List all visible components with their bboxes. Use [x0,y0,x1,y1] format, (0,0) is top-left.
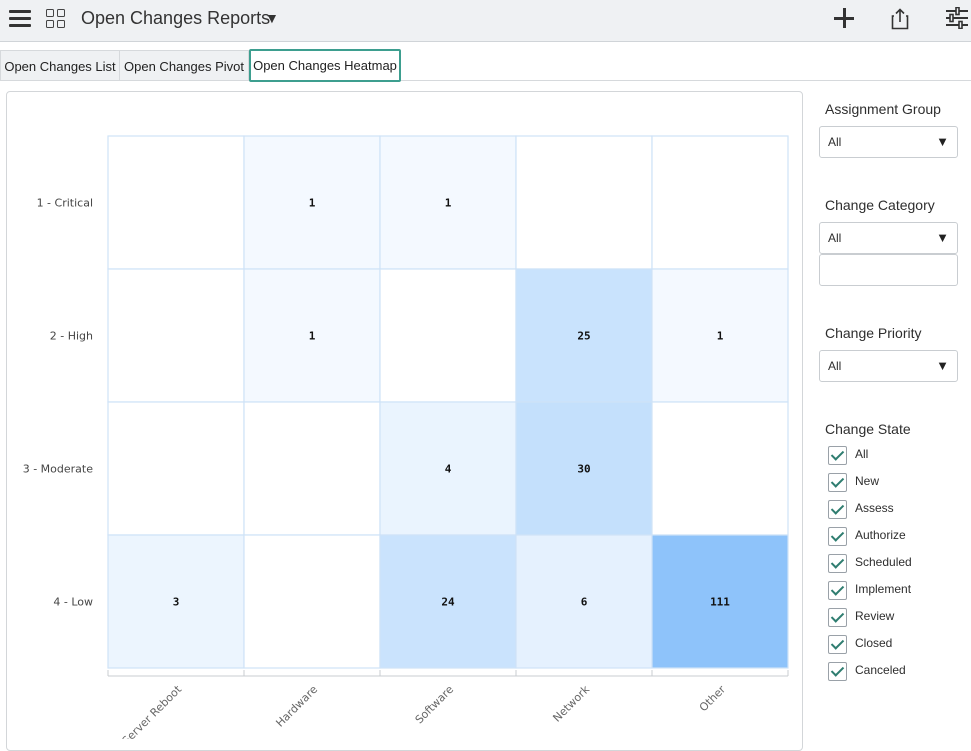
heatmap-cell [651,401,789,536]
checkbox[interactable] [828,446,847,465]
checkbox[interactable] [828,554,847,573]
change-state-option-label: Canceled [855,663,906,677]
heatmap-cell [651,135,789,270]
assignment-group-select[interactable]: All ▼ [819,126,958,158]
change-priority-value: All [828,359,842,373]
change-category-value: All [828,231,842,245]
change-category-select[interactable]: All ▼ [819,222,958,254]
heatmap-cell [243,135,381,270]
heatmap-cell [107,534,245,669]
chevron-down-icon: ▼ [936,230,949,245]
x-axis-tick-label: Hardware [273,683,320,730]
x-axis-tick-label: Software [413,683,457,727]
checkbox[interactable] [828,635,847,654]
heatmap-cell [651,534,789,669]
heatmap-cell [243,401,381,536]
heatmap-cell-label: 4 [445,463,452,476]
checkbox[interactable] [828,662,847,681]
heatmap-cell-label: 25 [577,330,590,343]
x-axis-tick-label: Network [550,682,592,724]
plus-icon[interactable] [834,8,854,28]
page-title: Open Changes Reports [81,8,271,28]
checkbox[interactable] [828,608,847,627]
change-category-label: Change Category [825,197,935,213]
hamburger-menu-icon[interactable] [9,10,31,28]
heatmap-cell [107,268,245,403]
change-state-option-label: All [855,447,869,461]
change-priority-select[interactable]: All ▼ [819,350,958,382]
checkbox[interactable] [828,581,847,600]
change-state-option-label: Review [855,609,895,623]
grid-icon[interactable] [46,9,66,29]
tab-open-changes-heatmap[interactable]: Open Changes Heatmap [249,49,401,82]
change-state-option-label: Authorize [855,528,906,542]
heatmap-cell-label: 6 [581,596,588,609]
heatmap-cell-label: 1 [309,330,316,343]
x-axis-tick-label: Other [697,683,729,715]
y-axis-tick-label: 4 - Low [53,596,93,609]
y-axis-tick-label: 2 - High [50,330,93,343]
heatmap-panel: 1 1 1 25 1 4 30 3 24 6 111 1 - Critical 2 - High 3 - … [6,91,803,751]
heatmap-cell [379,268,517,403]
change-state-option-label: Closed [855,636,893,650]
tab-open-changes-pivot[interactable]: Open Changes Pivot [119,50,249,81]
tab-open-changes-list[interactable]: Open Changes List [0,50,120,81]
heatmap-cell-label: 1 [717,330,724,343]
checkbox[interactable] [828,473,847,492]
heatmap-cell [515,135,653,270]
assignment-group-value: All [828,135,842,149]
top-toolbar: Open Changes Reports ▼ [0,0,971,42]
y-axis-tick-label: 1 - Critical [37,197,93,210]
report-tabs: Open Changes List Open Changes Pivot Ope… [0,49,971,82]
change-state-option-label: Scheduled [855,555,912,569]
share-icon[interactable] [890,8,910,30]
heatmap-cell [107,401,245,536]
sliders-icon[interactable] [946,6,968,30]
checkbox[interactable] [828,500,847,519]
checkbox[interactable] [828,527,847,546]
heatmap-cell [243,534,381,669]
heatmap-cell [515,268,653,403]
heatmap-cell-label: 1 [309,197,316,210]
heatmap-cell [379,534,517,669]
heatmap-cell-label: 24 [441,596,455,609]
heatmap-cell-label: 30 [577,463,590,476]
change-state-label: Change State [825,421,911,437]
chevron-down-icon[interactable]: ▼ [265,10,279,26]
change-state-option-label: Implement [855,582,912,596]
heatmap-cell-label: 111 [710,596,730,609]
assignment-group-label: Assignment Group [825,101,941,117]
heatmap-cell [515,401,653,536]
heatmap-cell-label: 3 [173,596,180,609]
heatmap-cell [379,135,517,270]
y-axis-tick-label: 3 - Moderate [23,463,94,476]
change-state-option-label: New [855,474,880,488]
chevron-down-icon: ▼ [936,134,949,149]
change-category-search-input[interactable] [819,254,958,286]
change-priority-label: Change Priority [825,325,922,341]
change-state-option-label: Assess [855,501,894,515]
x-axis-tick-label: Server Reboot [120,682,185,739]
heatmap-cell [515,534,653,669]
heatmap-cell-label: 1 [445,197,452,210]
chevron-down-icon: ▼ [936,358,949,373]
heatmap-cell [107,135,245,270]
heatmap-cell [243,268,381,403]
